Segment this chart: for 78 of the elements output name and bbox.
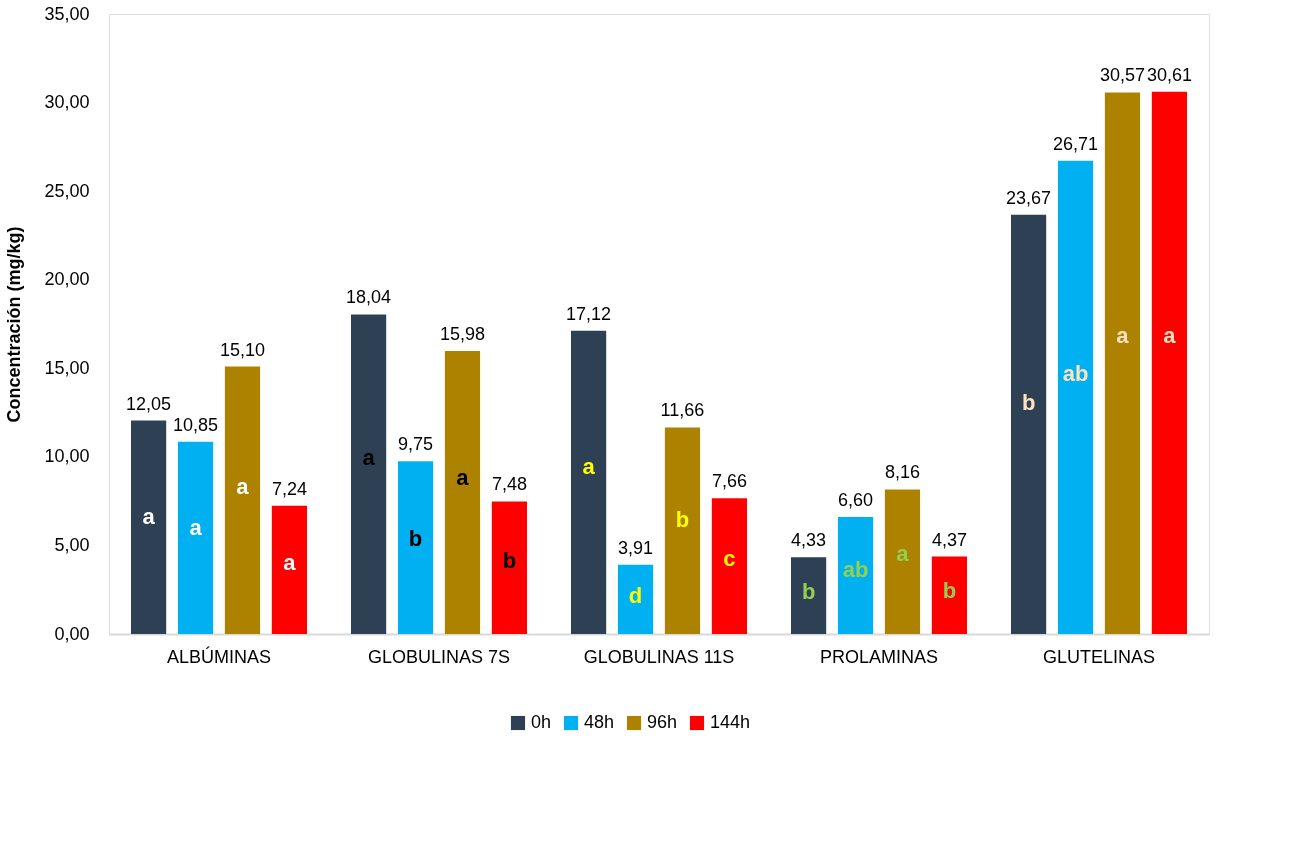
annotation: a xyxy=(1163,322,1177,348)
annotation: a xyxy=(189,515,203,541)
text: 3,91 xyxy=(618,537,654,558)
x-tick-label: GLOBULINAS 7S xyxy=(367,646,511,667)
text: 15,10 xyxy=(219,339,265,360)
bar xyxy=(931,556,967,634)
annotation: b xyxy=(801,578,816,604)
annotation: b xyxy=(502,548,517,574)
y-tick-label: 35,00 xyxy=(44,3,90,24)
text: 10,85 xyxy=(173,414,219,435)
legend-label: 0h xyxy=(531,712,552,732)
bar xyxy=(837,517,874,634)
y-tick-label: 10,00 xyxy=(44,446,90,467)
text: 11,66 xyxy=(660,400,705,421)
bar xyxy=(571,330,607,634)
bar xyxy=(1104,92,1141,634)
y-axis-title: Concentración (mg/kg) xyxy=(4,226,25,423)
annotation: a xyxy=(896,541,910,567)
annotation: a xyxy=(142,503,156,529)
bar xyxy=(791,557,827,634)
bar xyxy=(177,441,214,634)
y-tick-label: 25,00 xyxy=(44,180,90,201)
y-tick-label: 5,00 xyxy=(54,534,90,555)
annotation: b xyxy=(675,507,690,533)
bar xyxy=(711,498,747,634)
annotation: a xyxy=(236,473,250,499)
y-tick-label: 0,00 xyxy=(54,623,90,644)
annotation: ab xyxy=(842,556,869,582)
text: 7,66 xyxy=(711,471,747,492)
x-tick-label: GLUTELINAS xyxy=(1042,646,1156,667)
text: 15,98 xyxy=(439,323,485,344)
text: 30,57 xyxy=(1099,65,1145,86)
annotation: a xyxy=(582,454,596,480)
text: 4,33 xyxy=(791,530,827,551)
bar xyxy=(351,314,387,634)
annotation: b xyxy=(408,526,423,552)
bar xyxy=(1057,160,1094,634)
bar xyxy=(444,350,481,634)
text: 18,04 xyxy=(346,287,392,308)
annotation: a xyxy=(362,445,376,471)
text: 4,37 xyxy=(931,529,967,550)
annotation: d xyxy=(628,582,643,608)
bar xyxy=(397,461,434,634)
annotation: b xyxy=(1021,390,1036,416)
text: 7,48 xyxy=(491,474,527,495)
y-tick-label: 20,00 xyxy=(44,269,90,290)
text: 9,75 xyxy=(398,434,434,455)
bar xyxy=(131,420,167,634)
bar xyxy=(884,489,921,634)
text: 8,16 xyxy=(884,462,920,483)
annotation: a xyxy=(1116,323,1130,349)
text: 30,61 xyxy=(1146,64,1192,85)
bar xyxy=(271,505,307,634)
annotation: c xyxy=(723,546,736,572)
bar xyxy=(1151,91,1187,634)
bar xyxy=(617,564,654,634)
annotation: a xyxy=(456,465,470,491)
annotation: a xyxy=(283,550,297,576)
annotation: b xyxy=(942,578,957,604)
bar xyxy=(1011,214,1047,634)
text: 12,05 xyxy=(126,393,172,414)
text: 17,12 xyxy=(566,303,612,324)
x-tick-label: PROLAMINAS xyxy=(819,646,939,667)
legend-label: 48h xyxy=(584,712,615,732)
text: 26,71 xyxy=(1053,133,1099,154)
bar xyxy=(491,501,527,634)
bar xyxy=(664,427,701,634)
text: 6,60 xyxy=(838,490,874,511)
legend-label: 144h xyxy=(710,712,751,732)
text: 23,67 xyxy=(1006,187,1052,208)
annotation: ab xyxy=(1062,360,1089,386)
bar xyxy=(224,366,261,634)
y-tick-label: 15,00 xyxy=(44,357,90,378)
text: 7,24 xyxy=(271,478,307,499)
y-tick-label: 30,00 xyxy=(44,92,90,113)
x-tick-label: GLOBULINAS 11S xyxy=(583,646,735,667)
legend-label: 96h xyxy=(647,712,678,732)
x-tick-label: ALBÚMINAS xyxy=(166,645,272,667)
